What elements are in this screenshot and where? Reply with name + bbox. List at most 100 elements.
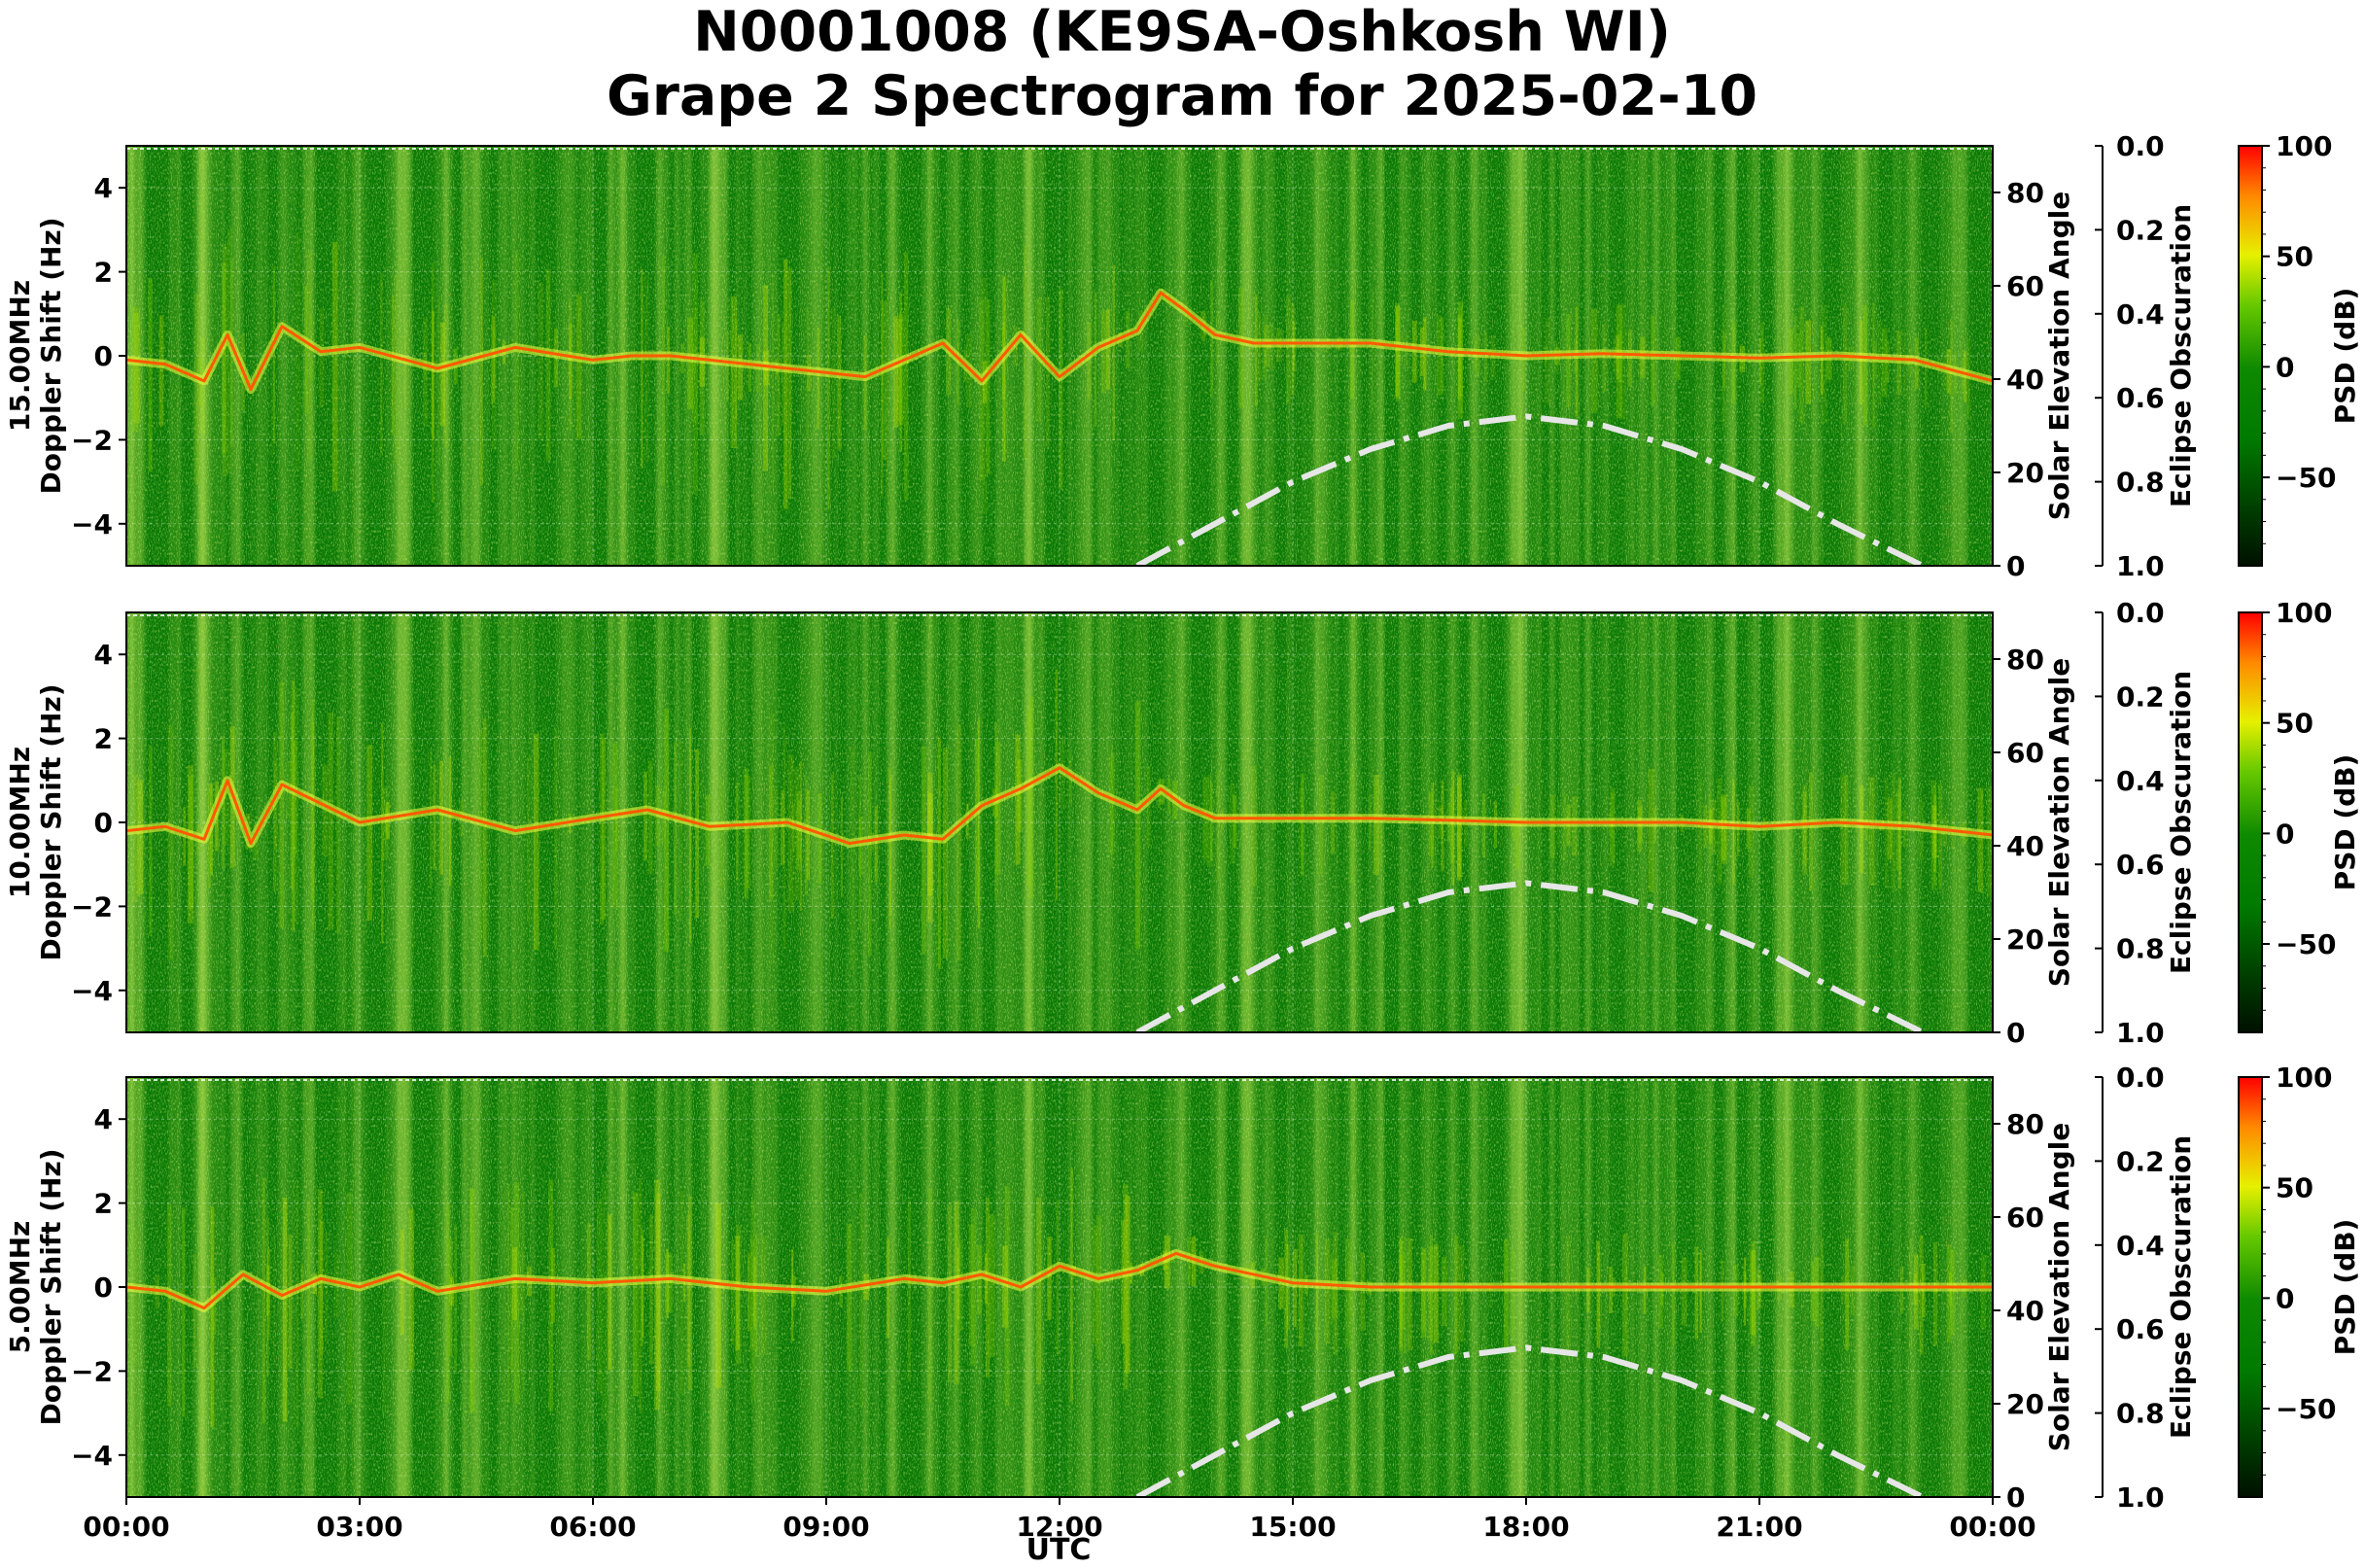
signal-spread: [858, 774, 861, 930]
signal-spread: [744, 768, 748, 898]
signal-spread: [534, 733, 539, 951]
doppler-tick-label: 4: [94, 639, 113, 671]
colorbar-tick-label: 50: [2276, 708, 2313, 740]
signal-spread: [787, 754, 794, 912]
colorbar-tick-label: 0: [2276, 351, 2294, 383]
signal-spread: [904, 252, 909, 501]
signal-spread: [926, 772, 933, 923]
signal-spread: [294, 687, 299, 924]
elevation-tick-label: 40: [2006, 1295, 2044, 1327]
signal-spread: [643, 771, 647, 861]
signal-spread: [1914, 1254, 1919, 1330]
signal-spread: [448, 756, 452, 887]
signal-spread: [955, 1210, 958, 1371]
signal-spread: [1002, 275, 1006, 462]
signal-spread: [1860, 784, 1864, 874]
signal-spread: [336, 716, 341, 934]
signal-spread: [840, 796, 844, 897]
frequency-label: 15.00MHz: [4, 280, 36, 432]
signal-spread: [331, 241, 338, 492]
signal-spread: [491, 280, 497, 450]
doppler-tick-label: −2: [71, 890, 113, 923]
signal-spread: [768, 765, 774, 899]
signal-spread: [1596, 1240, 1601, 1347]
eclipse-tick-label: 0.0: [2116, 130, 2165, 162]
signal-spread: [1616, 304, 1622, 419]
signal-spread: [522, 1191, 525, 1394]
elevation-tick-label: 20: [2006, 457, 2044, 489]
signal-spread: [1751, 1241, 1756, 1346]
x-tick-label: 09:00: [783, 1511, 869, 1543]
signal-spread: [1717, 778, 1722, 885]
signal-spread: [1028, 696, 1034, 900]
signal-spread: [293, 741, 297, 854]
signal-spread: [689, 727, 692, 943]
signal-spread: [1458, 300, 1464, 419]
elevation-tick-label: 20: [2006, 1388, 2044, 1420]
signal-spread: [1932, 1241, 1938, 1346]
signal-spread: [1845, 1238, 1850, 1350]
signal-spread: [1622, 1234, 1628, 1357]
signal-spread: [1399, 1239, 1403, 1348]
signal-trace: [126, 766, 1993, 846]
signal-spread: [1319, 775, 1324, 874]
signal-spread: [273, 1234, 276, 1365]
signal-spread: [1840, 774, 1847, 886]
signal-spread: [538, 282, 543, 441]
signal-spread: [222, 737, 226, 869]
signal-spread: [1109, 753, 1115, 855]
signal-spread: [850, 746, 854, 970]
signal-spread: [986, 298, 991, 475]
signal-spread: [1349, 767, 1355, 885]
signal-spread: [366, 745, 373, 921]
signal-spread: [199, 336, 205, 435]
doppler-tick-label: 4: [94, 1103, 113, 1135]
signal-spread: [1454, 1236, 1458, 1354]
signal-spread: [977, 716, 981, 929]
doppler-tick-label: 2: [94, 1188, 113, 1220]
signal-spread: [382, 1174, 386, 1416]
signal-spread: [782, 323, 784, 427]
signal-spread: [1902, 328, 1906, 400]
signal-spread: [1821, 304, 1827, 424]
signal-spread: [979, 299, 985, 481]
signal-spread: [1457, 306, 1464, 412]
signal-spread: [826, 266, 830, 510]
signal-spread: [937, 738, 941, 969]
signal-spread: [1110, 745, 1114, 868]
signal-spread: [655, 1193, 661, 1392]
signal-spread: [1344, 1238, 1351, 1347]
signal-spread: [1694, 1246, 1698, 1340]
signal-spread: [956, 724, 961, 961]
signal-spread: [1106, 308, 1111, 390]
signal-spread: [432, 310, 435, 440]
signal-spread: [989, 1215, 995, 1358]
signal-spread: [641, 1229, 644, 1346]
colorbar-tick-label: 100: [2276, 597, 2332, 629]
signal-spread: [639, 1177, 643, 1414]
signal-spread: [470, 1189, 475, 1412]
signal-spread: [1333, 1231, 1338, 1355]
signal-spread: [608, 1214, 612, 1371]
signal-spread: [423, 317, 428, 427]
eclipse-tick-label: 0.2: [2116, 214, 2165, 246]
signal-spread: [1423, 317, 1427, 391]
signal-spread: [667, 326, 670, 395]
signal-spread: [1292, 1248, 1298, 1328]
signal-spread: [1441, 317, 1444, 395]
signal-spread: [192, 1253, 196, 1369]
signal-spread: [898, 313, 904, 426]
signal-spread: [408, 1208, 415, 1371]
signal-spread: [1844, 776, 1849, 885]
eclipse-tick-label: 0.2: [2116, 1145, 2165, 1177]
signal-spread: [1895, 790, 1901, 871]
signal-spread: [783, 725, 786, 949]
signal-spread: [1565, 1236, 1570, 1354]
signal-spread: [1457, 777, 1462, 877]
signal-spread: [1250, 765, 1257, 887]
signal-spread: [433, 764, 436, 871]
eclipse-tick-label: 0.4: [2116, 1230, 2165, 1262]
signal-spread: [1933, 794, 1937, 873]
doppler-tick-label: −4: [71, 1440, 113, 1472]
signal-spread: [954, 1201, 960, 1384]
